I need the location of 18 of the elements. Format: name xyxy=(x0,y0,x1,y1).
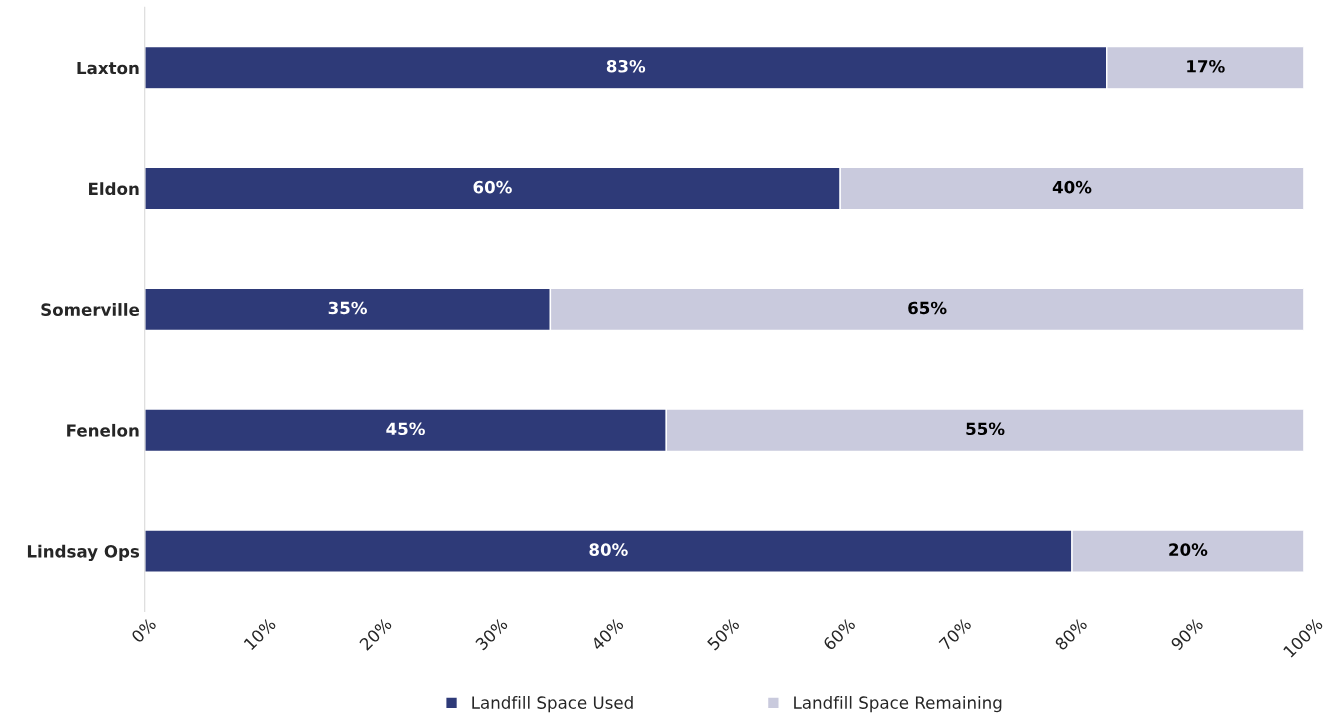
y-tick-label: Laxton xyxy=(77,61,139,75)
y-tick-label: Fenelon xyxy=(67,423,139,437)
data-label: 60% xyxy=(473,180,512,194)
x-tick-label: 0% xyxy=(130,617,157,644)
data-label: 65% xyxy=(908,301,947,315)
data-label: 80% xyxy=(589,543,628,556)
data-label: 55% xyxy=(966,422,1005,436)
data-label: 35% xyxy=(328,301,367,315)
y-tick-label: Eldon xyxy=(89,182,139,196)
data-label: 45% xyxy=(386,422,425,436)
data-label: 40% xyxy=(1052,180,1092,194)
y-tick-label: Lindsay Ops xyxy=(27,544,140,562)
data-label: 17% xyxy=(1187,59,1225,73)
legend-label: Landfill Space Remaining xyxy=(794,696,1002,713)
data-label: 20% xyxy=(1169,543,1208,556)
legend-label: Landfill Space Used xyxy=(472,696,633,713)
y-tick-label: Somerville xyxy=(41,303,140,316)
data-label: 83% xyxy=(606,59,646,73)
